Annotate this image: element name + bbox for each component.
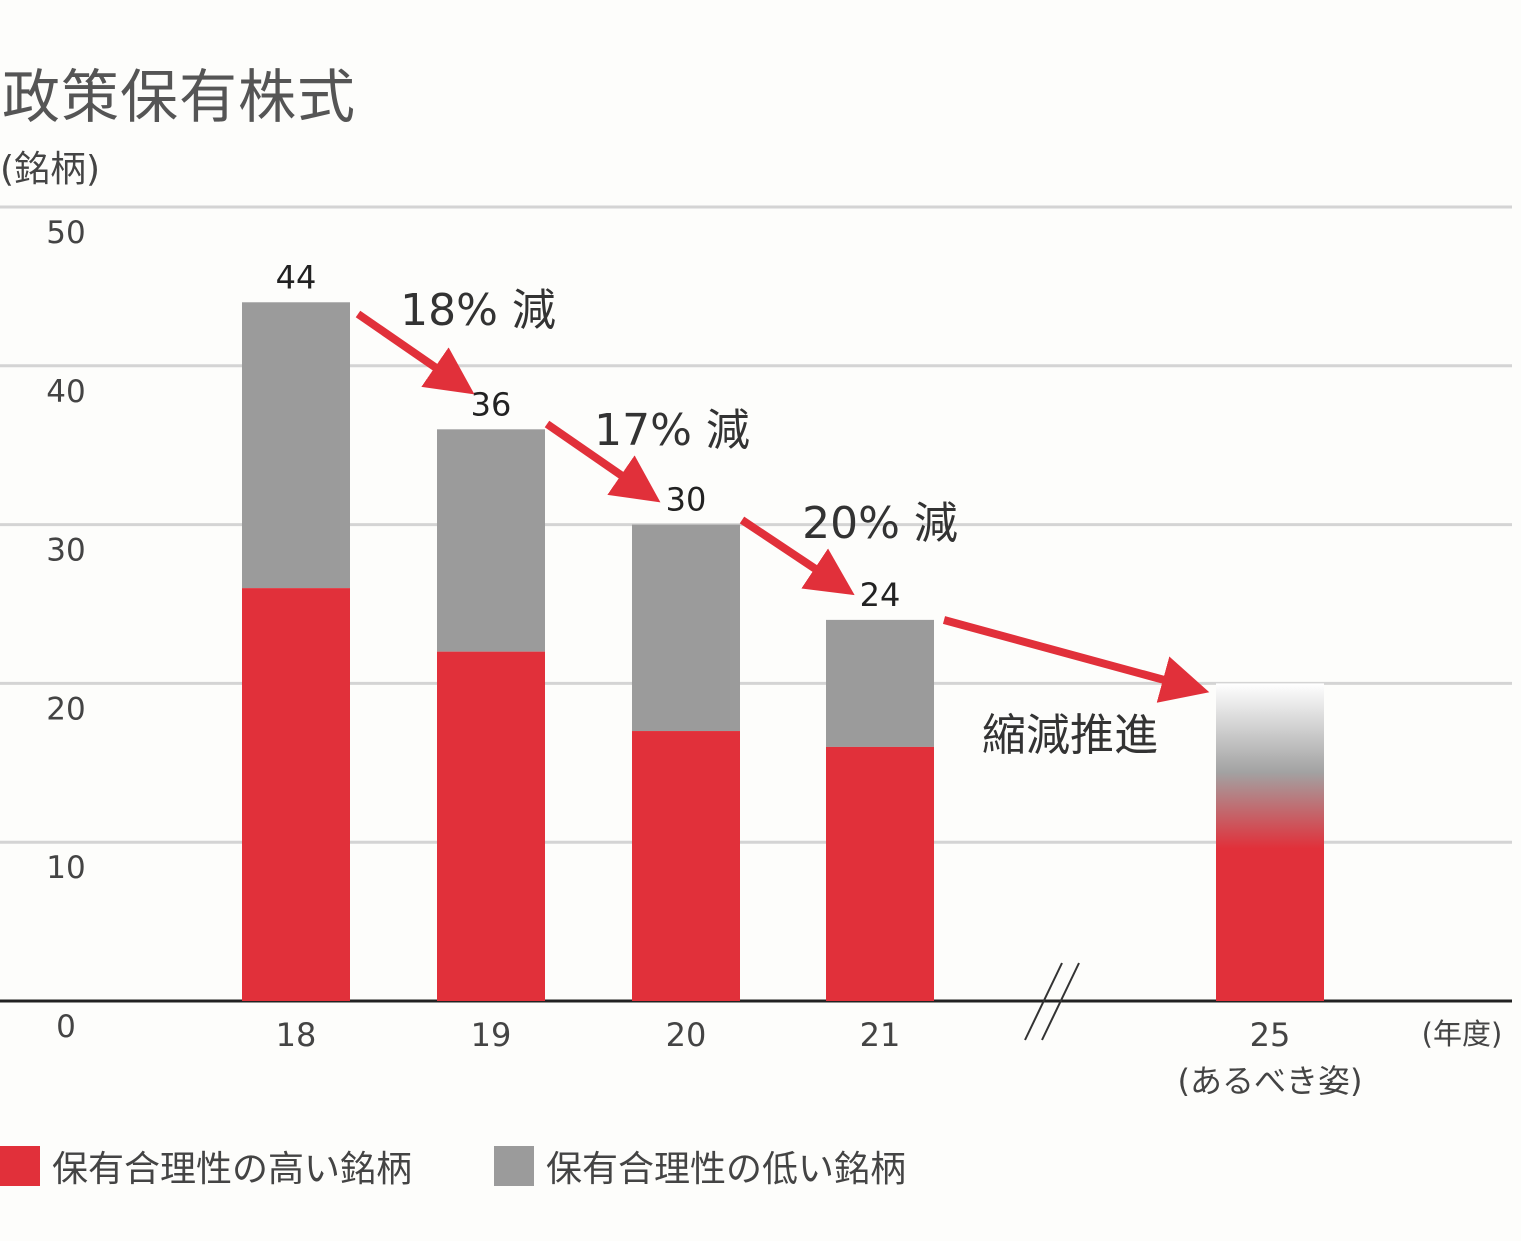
y-tick-label: 20 bbox=[46, 691, 85, 727]
y-tick-label: 30 bbox=[46, 533, 85, 569]
y-tick-label: 10 bbox=[46, 850, 85, 886]
bar-segment-high bbox=[437, 651, 545, 1001]
y-tick-label: 50 bbox=[46, 215, 85, 251]
y-tick-label: 40 bbox=[46, 374, 85, 410]
bar-total-label: 36 bbox=[471, 385, 512, 423]
reduction-arrow bbox=[544, 420, 661, 503]
legend-swatch-low bbox=[494, 1146, 534, 1186]
bar-chart: 0 10 20 30 40 50 44 18 36 19 30 20 24 21 25 (あるべき姿) (年度)… bbox=[0, 205, 1512, 1100]
bar-total-label: 44 bbox=[276, 258, 317, 296]
bar-segment-high bbox=[632, 731, 740, 1001]
bar-segment-low bbox=[242, 302, 350, 589]
chart-title: 政策保有株式 bbox=[2, 63, 357, 131]
reduction-annotation: 17% 減 bbox=[594, 405, 750, 456]
legend-label-high: 保有合理性の高い銘柄 bbox=[52, 1149, 413, 1190]
axis-break-mark bbox=[1041, 962, 1080, 1041]
y-axis-unit-label: (銘柄) bbox=[0, 149, 101, 190]
reduction-annotation: 20% 減 bbox=[802, 498, 958, 549]
legend-item-low: 保有合理性の低い銘柄 bbox=[494, 1140, 906, 1192]
bar-target-gradient bbox=[1216, 683, 1324, 1001]
x-axis-unit-label: (年度) bbox=[1422, 1017, 1503, 1051]
bar-total-label: 30 bbox=[666, 481, 707, 519]
reduction-annotation: 18% 減 bbox=[400, 285, 556, 336]
legend-item-high: 保有合理性の高い銘柄 bbox=[0, 1140, 412, 1192]
y-tick-label: 0 bbox=[56, 1009, 76, 1045]
bar-segment-high bbox=[826, 746, 934, 1001]
reduction-annotation: 縮減推進 bbox=[982, 710, 1158, 761]
reduction-arrow bbox=[355, 310, 475, 395]
bar-total-label: 24 bbox=[860, 576, 901, 614]
reduction-arrow bbox=[942, 616, 1210, 703]
reduction-arrow bbox=[739, 516, 855, 596]
legend-label-low: 保有合理性の低い銘柄 bbox=[546, 1149, 907, 1190]
bar-segment-high bbox=[242, 588, 350, 1001]
x-tick-label: 20 bbox=[666, 1016, 707, 1054]
bar-segment-low bbox=[632, 524, 740, 732]
bar-segment-low bbox=[826, 619, 934, 747]
legend-swatch-high bbox=[0, 1146, 40, 1186]
x-tick-label: 25 bbox=[1250, 1016, 1291, 1054]
x-tick-sublabel: (あるべき姿) bbox=[1178, 1062, 1363, 1100]
x-tick-label: 21 bbox=[860, 1016, 901, 1054]
x-tick-label: 18 bbox=[276, 1016, 317, 1054]
x-tick-label: 19 bbox=[471, 1016, 512, 1054]
bar-segment-low bbox=[437, 429, 545, 652]
axis-break-mark bbox=[1024, 962, 1063, 1041]
